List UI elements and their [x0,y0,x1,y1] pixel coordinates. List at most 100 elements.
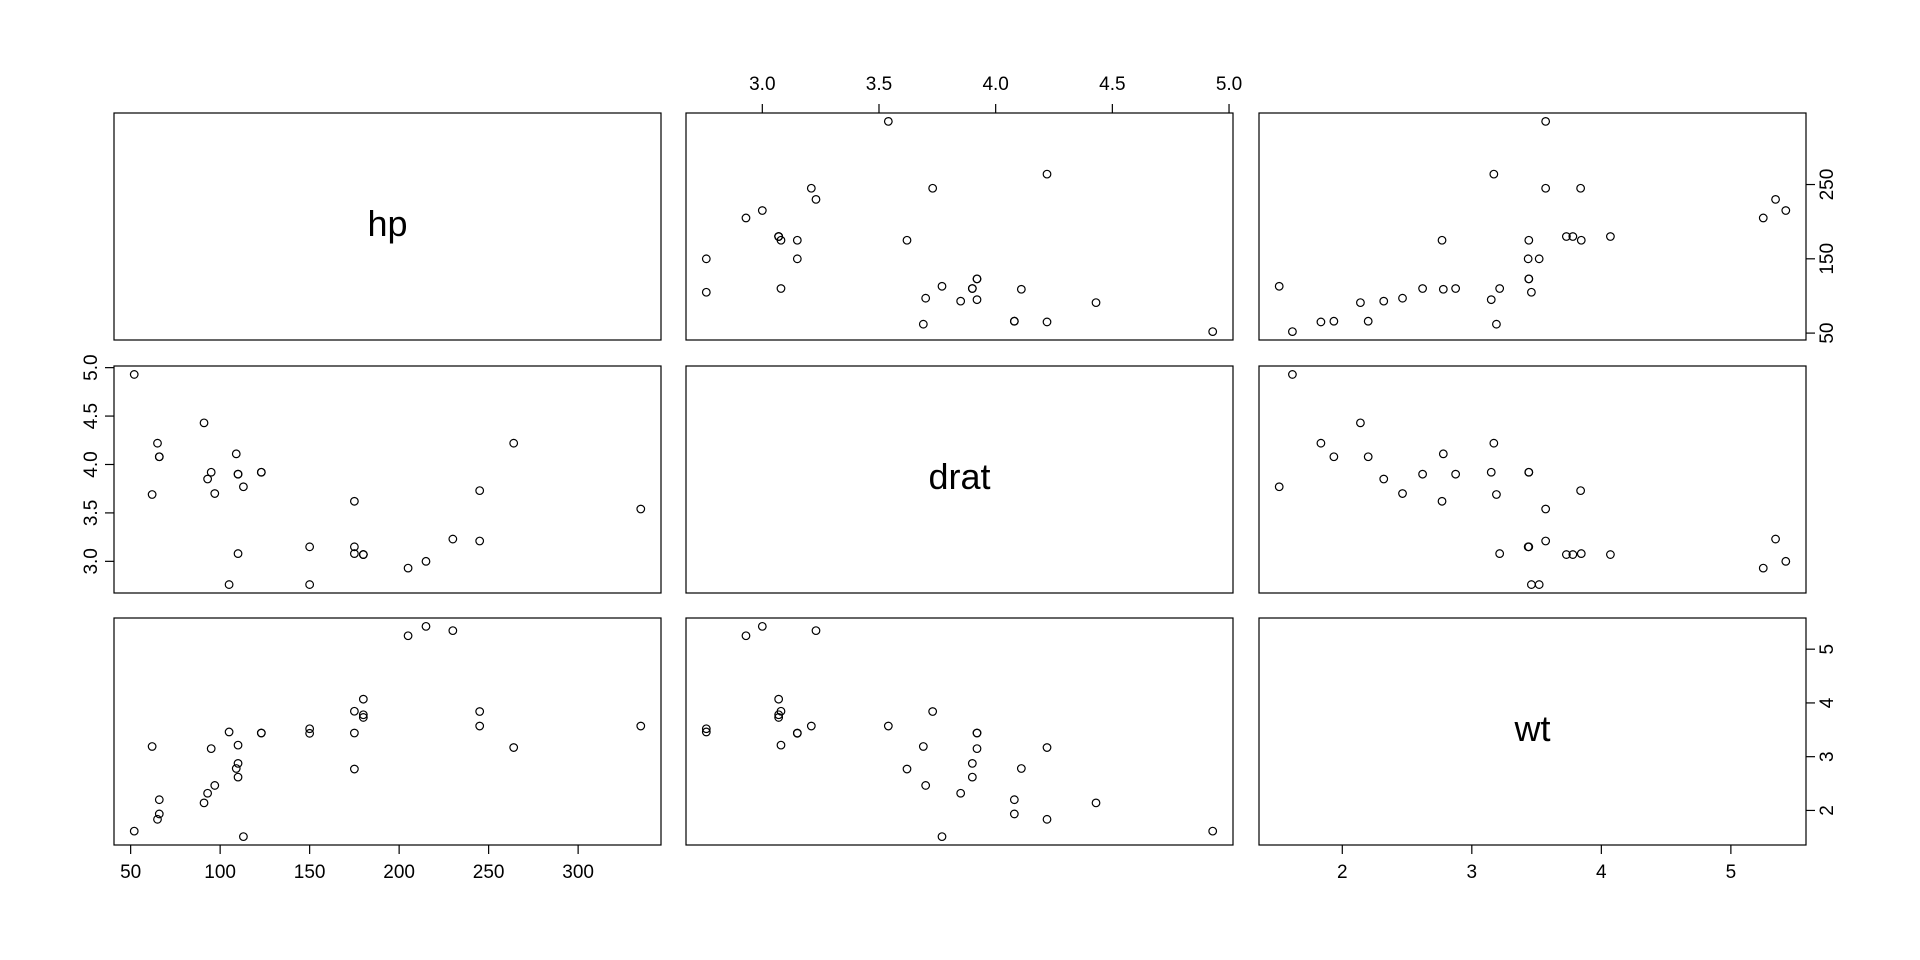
y-tick-label: 4.5 [81,403,102,429]
point [1781,556,1791,566]
variable-label: hp [367,203,407,244]
point [349,728,359,738]
panel [113,617,662,846]
point [403,631,413,641]
point [1526,287,1536,297]
point [349,542,359,552]
point [1451,469,1461,479]
point [1009,316,1019,326]
point [776,706,786,716]
point [1329,452,1339,462]
point [1576,486,1586,496]
point [1208,826,1218,836]
point [1356,418,1365,428]
point [1489,438,1499,448]
point [1771,534,1780,544]
point [741,631,751,641]
point [1356,298,1365,308]
point [349,549,359,558]
point [1009,809,1019,819]
point [776,235,786,245]
panel [1258,617,1807,846]
point [1329,316,1339,326]
point [147,742,157,751]
panel [1258,365,1807,594]
x-tick-label: 50 [120,862,141,883]
x-tick-label: 5.0 [1216,74,1242,95]
point [203,474,213,484]
point [811,626,821,636]
point [349,496,359,506]
x-tick-label: 5 [1726,862,1737,883]
point [1489,169,1499,179]
point [1363,316,1373,326]
point [224,580,234,589]
y-tick-label: 5.0 [81,354,102,380]
point [1091,798,1101,808]
point [883,721,893,731]
y-tick-label: 4 [1817,697,1838,708]
x-tick-label: 250 [473,862,505,883]
panel [113,112,662,341]
point [1561,550,1571,559]
x-tick-label: 3.5 [866,74,892,95]
point [233,549,243,558]
point [509,743,519,752]
point [972,295,982,305]
point [921,781,931,790]
point [1492,490,1501,499]
point [421,621,431,631]
point [937,832,947,842]
point [1534,254,1544,264]
x-tick-label: 100 [204,862,236,883]
point [224,727,234,737]
point [1606,232,1615,241]
point [475,707,485,716]
point [967,772,977,782]
point [358,694,368,704]
point [636,504,646,514]
point [1042,169,1052,179]
point [154,809,164,819]
point [774,694,784,704]
point [1288,370,1297,379]
x-tick-label: 200 [383,862,415,883]
point [1437,496,1447,506]
point [448,626,458,636]
point [967,759,977,768]
y-tick-label: 250 [1817,169,1838,201]
point [1316,317,1326,327]
point [811,194,821,204]
point [776,284,786,293]
point [918,319,928,329]
panel [113,365,662,594]
point [147,490,157,499]
point [206,467,216,477]
point [806,721,816,731]
point [636,721,646,731]
point [1208,327,1218,337]
point [1437,235,1447,245]
variable-label: drat [928,456,990,497]
y-tick-label: 150 [1817,243,1838,275]
point [210,489,220,498]
point [1541,183,1551,193]
point [972,728,982,738]
point [1606,550,1615,559]
point [902,235,912,245]
point [792,254,802,264]
point [1495,549,1505,558]
point [967,284,977,293]
point [203,788,213,798]
point [1042,743,1052,752]
point [1009,795,1019,805]
point [1771,194,1780,204]
point [1274,482,1284,492]
x-tick-label: 4.5 [1099,74,1125,95]
point [1091,298,1101,308]
point [1016,764,1026,773]
point [792,235,802,245]
panel [1258,112,1807,341]
point [358,710,368,720]
